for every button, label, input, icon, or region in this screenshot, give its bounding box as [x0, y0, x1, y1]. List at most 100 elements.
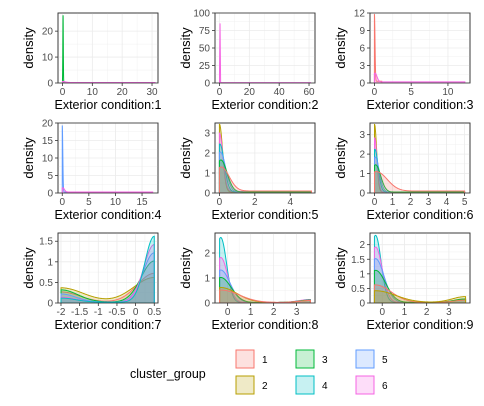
y-tick-label: 20 — [42, 119, 54, 130]
y-tick-label: 0 — [359, 299, 365, 310]
x-tick-label: 4 — [444, 197, 450, 208]
x-tick-label: 20 — [244, 87, 256, 98]
density-series — [373, 14, 466, 83]
panel-border — [57, 232, 159, 304]
y-tick-label: 10 — [42, 53, 54, 64]
x-axis-label: Exterior condition:4 — [54, 208, 161, 222]
y-tick-label: 1.5 — [39, 237, 53, 248]
x-tick-label: 0 — [59, 197, 65, 208]
legend-key-bg — [294, 374, 316, 396]
y-axis-label: density — [333, 27, 348, 69]
legend-key-3: 3 — [294, 348, 328, 370]
legend-label: 6 — [382, 381, 388, 392]
y-tick-label: 0 — [47, 79, 53, 90]
y-axis-label: density — [333, 137, 348, 179]
legend-label: 3 — [322, 355, 328, 366]
y-axis-label: density — [333, 247, 348, 289]
y-tick-label: 0 — [204, 299, 210, 310]
y-tick-label: 6 — [359, 44, 365, 55]
x-tick-label: 20 — [117, 87, 129, 98]
legend-key-bg — [354, 374, 376, 396]
panel-border — [214, 232, 316, 304]
panel-background — [57, 12, 159, 84]
density-curve-group-1 — [218, 166, 312, 193]
y-tick-label: 3 — [359, 130, 365, 141]
density-curve-group-4 — [60, 235, 155, 303]
y-tick-label: 1 — [204, 274, 210, 285]
y-tick-label: 1 — [359, 169, 365, 180]
x-tick-label: 0 — [225, 307, 231, 318]
x-tick-label: 30 — [146, 87, 158, 98]
x-tick-label: 0 — [217, 87, 223, 98]
x-tick-label: 2 — [252, 197, 258, 208]
x-tick-label: 10 — [110, 197, 122, 208]
legend-key-1: 1 — [234, 348, 268, 370]
x-axis-label: Exterior condition:1 — [54, 98, 161, 112]
legend-key-4: 4 — [294, 374, 328, 396]
panel-border — [369, 122, 471, 194]
y-tick-label: 100 — [193, 9, 210, 20]
facet-panel-7: -2 -1.5 -1 -0.5 0 0.5 0 0.5 1 1.5 Exterior conditi… — [21, 232, 162, 332]
density-curve-group-6 — [61, 187, 154, 193]
y-tick-label: 0 — [204, 189, 210, 200]
x-tick-label: 0 — [133, 307, 139, 318]
y-tick-label: 15 — [42, 136, 54, 147]
y-tick-label: 3 — [359, 61, 365, 72]
y-tick-label: 0 — [359, 189, 365, 200]
facet-panel-3: 0 5 10 0 3 6 9 12 Exterior condition:3 density — [333, 9, 474, 113]
density-series — [219, 236, 311, 303]
legend-key-6: 6 — [354, 374, 388, 396]
x-tick-label: -0.5 — [108, 307, 126, 318]
legend-label: 1 — [262, 355, 268, 366]
legend-key-5: 5 — [354, 348, 388, 370]
density-series — [218, 123, 312, 193]
y-axis-label: density — [21, 27, 36, 69]
x-tick-label: -1 — [94, 307, 103, 318]
y-tick-label: 12 — [354, 9, 366, 20]
y-tick-label: 2 — [204, 249, 210, 260]
y-tick-label: 75 — [199, 26, 211, 37]
panel-border — [369, 232, 471, 304]
legend-label: 5 — [382, 355, 388, 366]
y-tick-label: 1 — [204, 169, 210, 180]
y-axis-label: density — [178, 247, 193, 289]
x-tick-label: 3 — [294, 307, 300, 318]
x-tick-label: 2 — [424, 307, 430, 318]
x-axis-label: Exterior condition:9 — [366, 318, 473, 332]
legend-key-bg — [354, 348, 376, 370]
x-tick-label: 15 — [136, 197, 148, 208]
density-curve-group-2 — [373, 290, 467, 303]
legend-swatch — [235, 375, 255, 395]
x-tick-label: 0 — [60, 87, 66, 98]
x-tick-label: 0.5 — [147, 307, 161, 318]
facet-panel-2: 0 20 40 60 0 25 50 75 100 Exterior condition:2 den… — [178, 9, 319, 113]
density-curve-group-3 — [218, 159, 312, 193]
y-tick-label: 1.5 — [351, 255, 365, 266]
y-tick-label: 2 — [204, 149, 210, 160]
x-axis-label: Exterior condition:3 — [366, 98, 473, 112]
x-tick-label: 1 — [390, 197, 396, 208]
x-tick-label: 1 — [248, 307, 254, 318]
x-tick-label: 2 — [271, 307, 277, 318]
x-tick-label: -2 — [57, 307, 66, 318]
density-curve-group-3 — [373, 164, 466, 193]
facet-panel-5: 0 2 4 0 1 2 3 Exterior condition:5 density — [178, 122, 319, 222]
legend-swatch — [295, 349, 315, 369]
legend-key-bg — [234, 348, 256, 370]
panel-border — [214, 122, 316, 194]
x-axis-label: Exterior condition:5 — [211, 208, 318, 222]
y-tick-label: 2 — [359, 150, 365, 161]
x-tick-label: 10 — [442, 87, 454, 98]
x-tick-label: 0 — [379, 307, 385, 318]
y-axis-label: density — [178, 27, 193, 69]
legend-swatch — [355, 375, 375, 395]
legend-label: 4 — [322, 381, 328, 392]
legend-label: 2 — [262, 381, 268, 392]
y-axis-label: density — [178, 137, 193, 179]
x-tick-label: 0 — [372, 87, 378, 98]
